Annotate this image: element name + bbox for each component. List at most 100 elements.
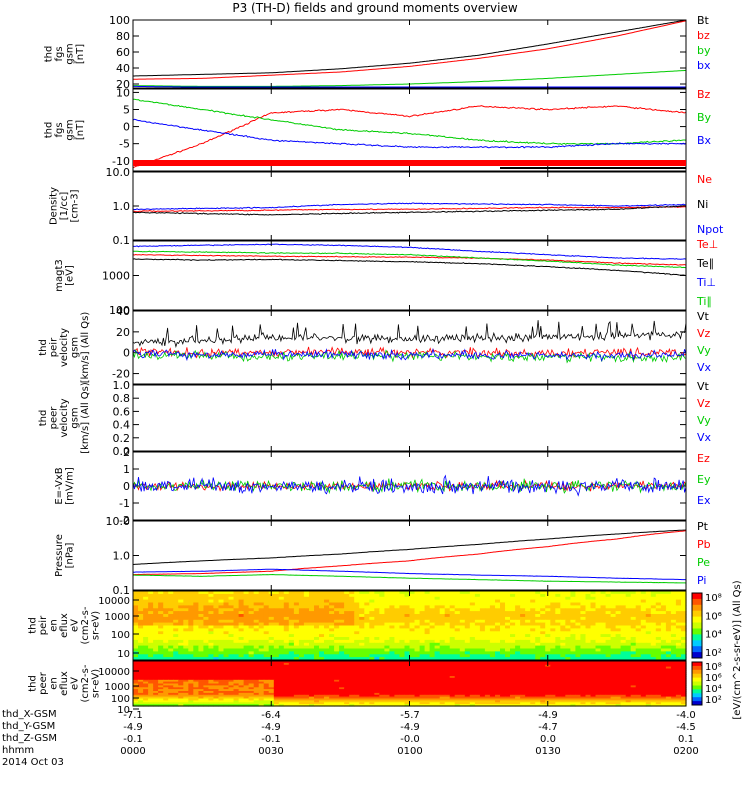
spectrogram-cell bbox=[228, 591, 235, 595]
spectrogram-cell bbox=[228, 642, 235, 647]
spectrogram-cell bbox=[630, 687, 637, 690]
spectrogram-cell bbox=[479, 599, 486, 604]
spectrogram-cell bbox=[655, 634, 662, 638]
spectrogram-cell bbox=[309, 648, 315, 652]
spectrogram-cell bbox=[143, 662, 149, 666]
spectrogram-cell bbox=[288, 664, 295, 668]
spectrogram-cell bbox=[575, 691, 581, 694]
spectrogram-cell bbox=[489, 683, 496, 686]
spectrogram-cell bbox=[570, 674, 576, 677]
spectrogram-cell bbox=[213, 676, 219, 679]
spectrogram-cell bbox=[404, 616, 411, 621]
spectrogram-cell bbox=[168, 691, 174, 694]
spectrogram-cell bbox=[384, 616, 390, 621]
spectrogram-cell bbox=[655, 677, 662, 681]
spectrogram-cell bbox=[610, 677, 617, 681]
spectrogram-cell bbox=[469, 691, 476, 694]
spectrogram-cell bbox=[193, 599, 199, 604]
spectrogram-cell bbox=[510, 692, 516, 696]
spectrogram-cell bbox=[429, 611, 436, 615]
spectrogram-cell bbox=[590, 642, 597, 647]
spectrogram-cell bbox=[535, 691, 541, 694]
spectrogram-cell bbox=[143, 648, 149, 652]
spectrogram-cell bbox=[555, 661, 561, 664]
spectrogram-cell bbox=[515, 614, 521, 618]
spectrogram-cell bbox=[399, 687, 405, 690]
spectrogram-cell bbox=[389, 599, 395, 604]
spectrogram-cell bbox=[449, 593, 456, 598]
spectrogram-cell bbox=[640, 664, 647, 668]
spectrogram-cell bbox=[253, 642, 260, 647]
spectrogram-cell bbox=[324, 692, 330, 696]
spectrogram-cell bbox=[374, 605, 380, 609]
spectrogram-cell bbox=[193, 689, 199, 692]
spectrogram-cell bbox=[203, 642, 209, 647]
spectrogram-cell bbox=[283, 691, 290, 694]
spectrogram-cell bbox=[133, 670, 139, 673]
spectrogram-cell bbox=[133, 645, 139, 650]
spectrogram-cell bbox=[670, 676, 677, 679]
panel-ylabel-line: eflux bbox=[59, 671, 70, 696]
spectrogram-cell bbox=[263, 602, 270, 606]
spectrogram-cell bbox=[384, 639, 390, 644]
spectrogram-cell bbox=[520, 654, 526, 658]
spectrogram-cell bbox=[681, 683, 687, 686]
spectrogram-cell bbox=[148, 639, 154, 644]
spectrogram-cell bbox=[555, 657, 561, 661]
spectrogram-cell bbox=[198, 668, 204, 671]
spectrogram-cell bbox=[610, 674, 617, 677]
legend-Vy: Vy bbox=[697, 414, 711, 427]
spectrogram-cell bbox=[228, 676, 235, 679]
spectrogram-cell bbox=[334, 645, 340, 650]
spectrogram-cell bbox=[293, 674, 300, 677]
spectrogram-cell bbox=[570, 683, 576, 686]
spectrogram-cell bbox=[243, 683, 250, 686]
spectrogram-cell bbox=[570, 642, 576, 647]
spectrogram-cell bbox=[510, 628, 516, 632]
spectrogram-cell bbox=[600, 593, 607, 598]
spectrogram-cell bbox=[309, 670, 315, 673]
spectrogram-cell bbox=[198, 642, 204, 647]
spectrogram-cell bbox=[303, 605, 310, 609]
spectrogram-cell bbox=[138, 689, 144, 692]
spectrogram-cell bbox=[183, 668, 189, 671]
spectrogram-cell bbox=[283, 605, 290, 609]
spectrogram-cell bbox=[389, 679, 395, 683]
spectrogram-cell bbox=[349, 674, 355, 677]
spectrogram-cell bbox=[384, 674, 390, 677]
spectrogram-cell bbox=[449, 642, 456, 647]
spectrogram-cell bbox=[198, 625, 204, 629]
spectrogram-cell bbox=[615, 666, 622, 670]
spectrogram-cell bbox=[615, 677, 622, 681]
spectrogram-cell bbox=[660, 596, 667, 601]
spectrogram-cell bbox=[208, 676, 214, 679]
spectrogram-cell bbox=[188, 674, 194, 677]
spectrogram-cell bbox=[565, 661, 571, 664]
spectrogram-cell bbox=[665, 611, 672, 615]
panel-ylabel-line: gsm bbox=[70, 407, 81, 428]
spectrogram-cell bbox=[449, 611, 456, 615]
spectrogram-cell bbox=[459, 666, 466, 670]
spectrogram-cell bbox=[158, 605, 164, 609]
spectrogram-cell bbox=[233, 639, 240, 644]
spectrogram-cell bbox=[278, 687, 285, 690]
spectrogram-cell bbox=[449, 676, 456, 679]
spectrogram-cell bbox=[670, 651, 677, 655]
spectrogram-cell bbox=[324, 599, 330, 604]
spectrogram-cell bbox=[263, 687, 270, 690]
spectrogram-cell bbox=[309, 683, 315, 686]
legend-Bz: Bz bbox=[697, 88, 711, 101]
spectrogram-cell bbox=[303, 608, 310, 612]
spectrogram-cell bbox=[183, 645, 189, 650]
spectrogram-cell bbox=[414, 625, 421, 629]
spectrogram-cell bbox=[374, 611, 380, 615]
spectrogram-cell bbox=[535, 664, 541, 668]
spectrogram-cell bbox=[364, 631, 370, 635]
spectrogram-cell bbox=[263, 683, 270, 686]
spectrogram-cell bbox=[570, 639, 576, 644]
spectrogram-cell bbox=[469, 692, 476, 696]
spectrogram-cell bbox=[630, 681, 637, 685]
spectrogram-cell bbox=[314, 639, 320, 644]
spectrogram-cell bbox=[334, 670, 340, 673]
spectrogram-cell bbox=[530, 616, 536, 621]
